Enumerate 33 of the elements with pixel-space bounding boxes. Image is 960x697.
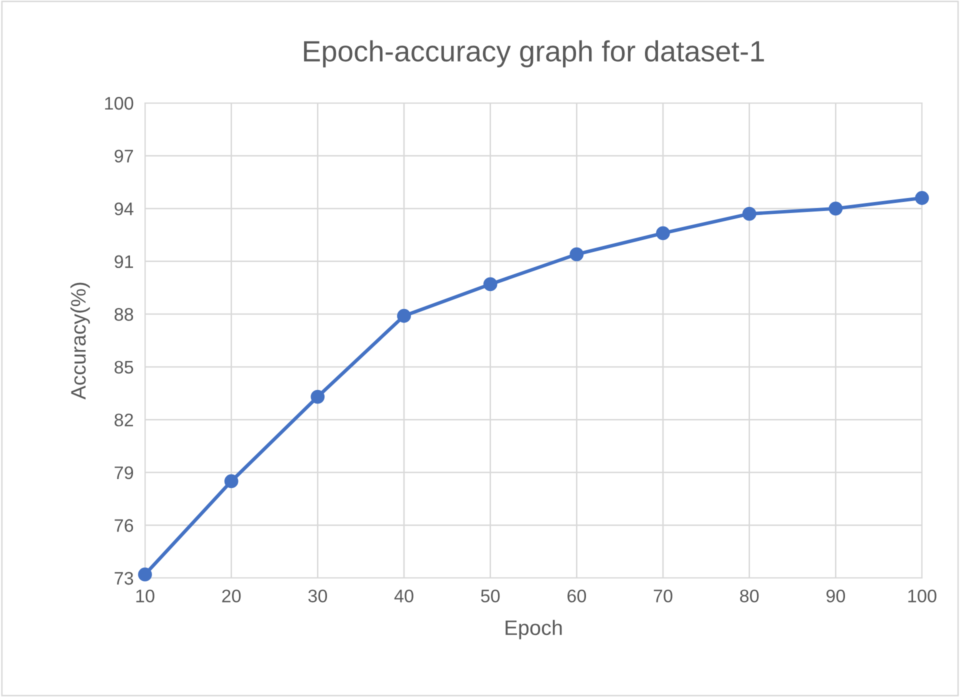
point	[310, 390, 325, 404]
point	[570, 247, 584, 262]
x-tick-label: 10	[136, 590, 154, 602]
point	[397, 308, 411, 323]
y-tick-label: 76	[114, 519, 134, 532]
x-tick-label: 30	[308, 590, 328, 602]
chart-title: Epoch-accuracy graph for dataset-1	[304, 40, 764, 68]
x-tick-label: 50	[481, 590, 500, 602]
x-tick-label: 40	[394, 590, 414, 602]
point	[915, 191, 929, 205]
y-axis-title: Accuracy(%)	[70, 282, 90, 400]
x-axis-title: Epoch	[506, 620, 562, 640]
y-tick-label: 88	[114, 308, 134, 321]
y-tick-label: 82	[114, 414, 133, 426]
y-tick-label: 73	[114, 572, 134, 585]
point	[828, 202, 843, 216]
x-tick-label: 80	[740, 590, 759, 602]
y-tick-label: 94	[114, 202, 134, 216]
point	[224, 474, 238, 488]
x-tick-label: 60	[568, 590, 586, 602]
point	[742, 206, 756, 221]
y-tick-label: 100	[105, 96, 134, 110]
point	[483, 277, 498, 292]
x-tick-label: 20	[222, 590, 241, 602]
y-tick-label: 97	[114, 150, 133, 162]
point	[656, 226, 670, 240]
y-tick-label: 91	[114, 255, 134, 268]
y-tick-label: 85	[114, 360, 134, 374]
x-tick-label: 100	[908, 590, 936, 602]
point	[138, 568, 152, 582]
x-tick-label: 90	[826, 590, 846, 602]
y-tick-label: 79	[114, 466, 134, 480]
x-tick-label: 70	[654, 590, 672, 602]
